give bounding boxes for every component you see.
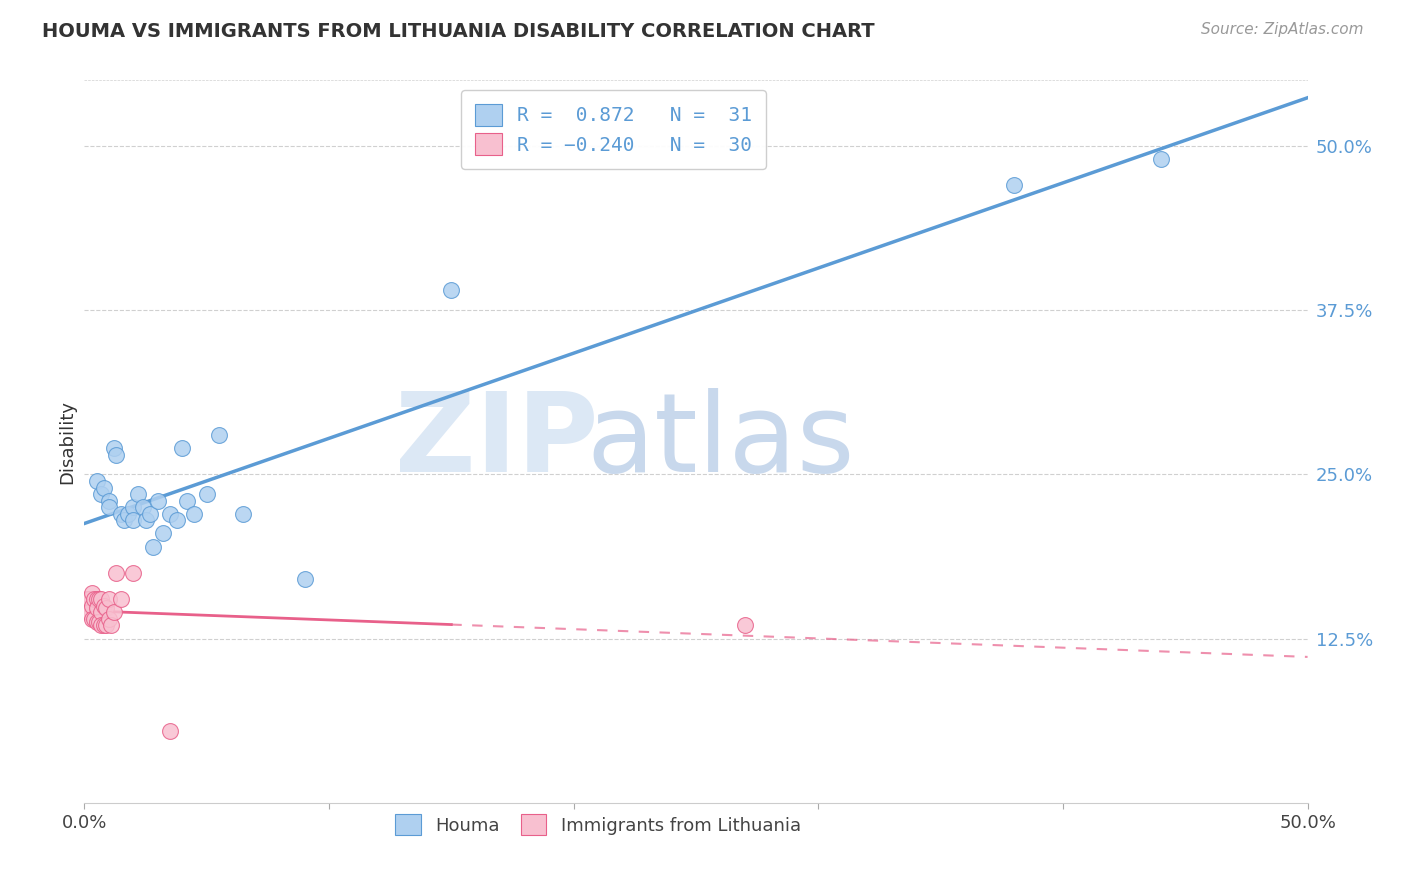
Y-axis label: Disability: Disability (58, 400, 76, 483)
Point (77, 592, 100, 607)
Legend: Houma, Immigrants from Lithuania: Houma, Immigrants from Lithuania (387, 805, 810, 845)
Point (122, 566, 145, 580)
Point (110, 507, 132, 521)
Point (83, 592, 105, 607)
Point (142, 540, 165, 554)
Point (117, 507, 139, 521)
Point (97, 592, 120, 607)
Point (159, 723, 181, 738)
Point (100, 618, 122, 632)
Point (90, 592, 112, 607)
Point (80, 585, 103, 599)
Point (135, 513, 157, 527)
Point (232, 507, 254, 521)
Point (90, 487, 112, 501)
Point (734, 618, 756, 632)
Point (159, 507, 181, 521)
Point (122, 513, 145, 527)
Point (93, 481, 115, 495)
Point (172, 441, 194, 455)
Point (183, 507, 205, 521)
Point (90, 605, 112, 619)
Point (122, 500, 145, 515)
Point (208, 428, 231, 442)
Point (1150, 152, 1173, 166)
Point (96, 618, 118, 632)
Point (97, 612, 120, 626)
Point (103, 441, 125, 455)
Point (97, 493, 120, 508)
Point (103, 605, 125, 619)
Point (93, 599, 115, 613)
Text: ZIP: ZIP (395, 388, 598, 495)
Point (86, 474, 108, 488)
Point (146, 493, 169, 508)
Point (93, 618, 115, 632)
Text: atlas: atlas (586, 388, 855, 495)
Point (76, 605, 98, 619)
Point (86, 601, 108, 615)
Point (86, 615, 108, 629)
Point (87, 592, 110, 607)
Point (440, 284, 463, 298)
Point (112, 513, 135, 527)
Point (176, 493, 198, 508)
Text: Source: ZipAtlas.com: Source: ZipAtlas.com (1201, 22, 1364, 37)
Point (105, 566, 128, 580)
Point (90, 618, 112, 632)
Point (294, 573, 316, 587)
Point (97, 500, 120, 515)
Point (96, 601, 118, 615)
Point (152, 526, 174, 541)
Point (139, 507, 162, 521)
Point (87, 615, 110, 629)
Point (127, 487, 149, 501)
Point (105, 448, 128, 462)
Text: HOUMA VS IMMIGRANTS FROM LITHUANIA DISABILITY CORRELATION CHART: HOUMA VS IMMIGRANTS FROM LITHUANIA DISAB… (42, 22, 875, 41)
Point (76, 592, 98, 607)
Point (110, 592, 132, 607)
Point (80, 612, 103, 626)
Point (86, 592, 108, 607)
Point (80, 599, 103, 613)
Point (166, 513, 188, 527)
Point (1002, 178, 1025, 193)
Point (77, 605, 100, 619)
Point (132, 500, 155, 515)
Point (195, 487, 218, 501)
Point (83, 612, 105, 626)
